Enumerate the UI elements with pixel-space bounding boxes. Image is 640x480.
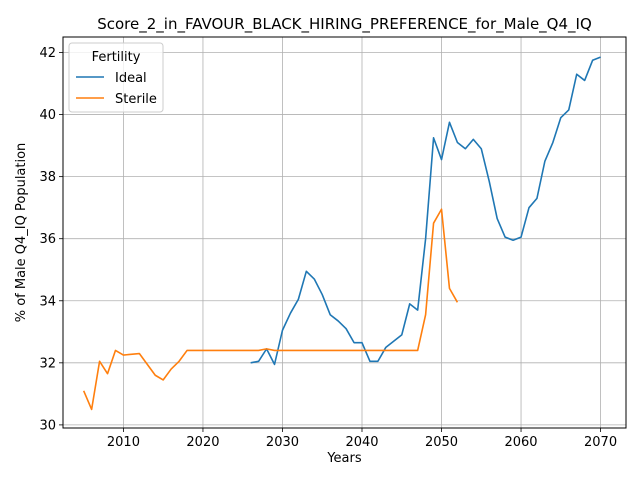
x-tick-label: 2020 [186,435,219,450]
x-tick-label: 2050 [425,435,458,450]
y-tick-label: 42 [39,46,56,61]
legend-label-ideal: Ideal [115,71,147,86]
grid-lines [63,37,626,428]
y-tick-label: 36 [39,232,56,247]
x-tick-label: 2070 [584,435,617,450]
plot-frame [62,36,627,429]
legend-label-sterile: Sterile [115,92,157,107]
series-line-ideal [250,56,601,366]
chart-title: Score_2_in_FAVOUR_BLACK_HIRING_PREFERENC… [97,15,592,34]
series-lines [82,56,601,411]
axis-ticks: 2010 2020 2030 2040 2050 2060 2070 30 32 34 36 38 40… [39,46,617,450]
legend: Fertility Ideal Sterile [68,42,164,113]
y-tick-label: 40 [39,108,56,123]
legend-entries: Ideal Sterile [76,71,157,107]
x-tick-label: 2010 [107,435,140,450]
y-tick-label: 30 [39,418,56,433]
x-tick-label: 2030 [266,435,299,450]
legend-title: Fertility [92,50,141,65]
series-line-sterile [82,208,459,411]
y-tick-label: 34 [39,294,56,309]
x-tick-label: 2060 [504,435,537,450]
y-tick-label: 38 [39,170,56,185]
x-axis-label: Years [326,451,362,466]
y-tick-label: 32 [39,356,56,371]
y-axis-label: % of Male Q4_IQ Population [14,143,29,323]
legend-box [68,42,164,113]
x-tick-label: 2040 [345,435,378,450]
